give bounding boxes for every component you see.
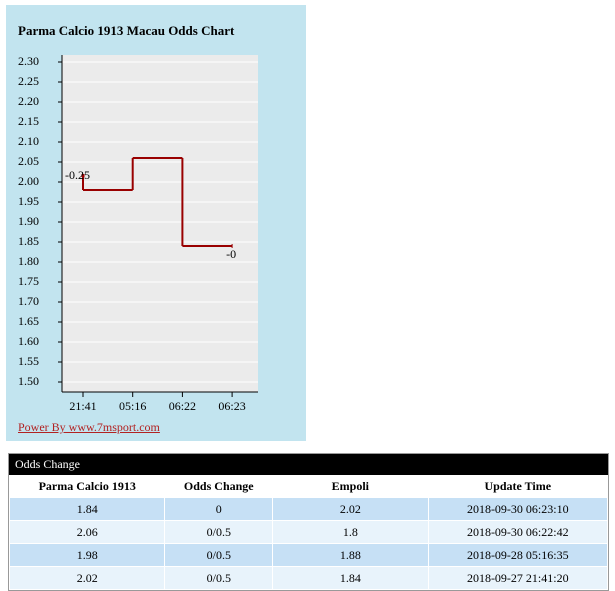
table-cell: 2.02 — [8, 566, 166, 590]
table-cell: 0/0.5 — [164, 520, 274, 544]
table-cell: 1.8 — [272, 520, 429, 544]
y-tick-label: 2.20 — [18, 94, 39, 108]
point-label: -0 — [226, 247, 236, 261]
y-tick-label: 1.70 — [18, 294, 39, 308]
y-tick-label: 1.85 — [18, 234, 39, 248]
column-header: Update Time — [428, 475, 608, 498]
table-cell: 1.88 — [272, 543, 429, 567]
table-row: 2.02 0/0.5 1.84 2018-09-27 21:41:20 — [8, 566, 609, 590]
table-row: 1.98 0/0.5 1.88 2018-09-28 05:16:35 — [8, 543, 609, 567]
y-tick-label: 1.75 — [18, 274, 39, 288]
point-label: -0.25 — [65, 168, 90, 182]
table-row: 2.06 0/0.5 1.8 2018-09-30 06:22:42 — [8, 520, 609, 544]
x-tick-label: 06:22 — [169, 399, 196, 413]
y-tick-label: 2.15 — [18, 114, 39, 128]
y-tick-label: 1.80 — [18, 254, 39, 268]
y-tick-label: 2.10 — [18, 134, 39, 148]
table-cell: 0 — [164, 497, 274, 521]
chart-title: Parma Calcio 1913 Macau Odds Chart — [18, 23, 235, 38]
y-tick-label: 2.30 — [18, 54, 39, 68]
y-tick-label: 1.95 — [18, 194, 39, 208]
footer-link[interactable]: Power By www.7msport.com — [18, 420, 160, 434]
y-tick-label: 1.50 — [18, 374, 39, 388]
y-tick-label: 1.60 — [18, 334, 39, 348]
column-header: Empoli — [272, 475, 429, 498]
table-cell: 0/0.5 — [164, 543, 274, 567]
y-tick-label: 2.05 — [18, 154, 39, 168]
table-title: Odds Change — [9, 454, 608, 475]
chart: Parma Calcio 1913 Macau Odds Chart 1.50 1… — [18, 23, 258, 413]
table-cell: 2018-09-30 06:23:10 — [427, 497, 609, 521]
x-tick-label: 21:41 — [69, 399, 96, 413]
column-header: Parma Calcio 1913 — [9, 475, 165, 498]
table-cell: 2018-09-30 06:22:42 — [427, 520, 609, 544]
table-row: 1.84 0 2.02 2018-09-30 06:23:10 — [8, 497, 609, 521]
x-tick-label: 06:23 — [218, 399, 245, 413]
x-tick-label: 05:16 — [119, 399, 146, 413]
table-cell: 0/0.5 — [164, 566, 274, 590]
table-cell: 2.06 — [8, 520, 166, 544]
table-cell: 2018-09-27 21:41:20 — [427, 566, 609, 590]
header-row: Parma Calcio 1913 Odds Change Empoli Update… — [9, 475, 608, 498]
table-cell: 2.02 — [272, 497, 429, 521]
table-cell: 1.84 — [8, 497, 166, 521]
y-tick-label: 1.55 — [18, 354, 39, 368]
y-tick-label: 2.00 — [18, 174, 39, 188]
odds-table: Odds Change Parma Calcio 1913 Odds Change… — [8, 453, 609, 591]
table-cell: 2018-09-28 05:16:35 — [427, 543, 609, 567]
column-header: Odds Change — [164, 475, 273, 498]
table-cell: 1.84 — [272, 566, 429, 590]
y-tick-label: 2.25 — [18, 74, 39, 88]
chart-panel: Parma Calcio 1913 Macau Odds Chart 1.50 1… — [6, 5, 306, 441]
table: Parma Calcio 1913 Odds Change Empoli Update… — [8, 475, 609, 590]
table-cell: 1.98 — [8, 543, 166, 567]
y-tick-label: 1.65 — [18, 314, 39, 328]
plot-area — [62, 55, 258, 392]
y-tick-label: 1.90 — [18, 214, 39, 228]
